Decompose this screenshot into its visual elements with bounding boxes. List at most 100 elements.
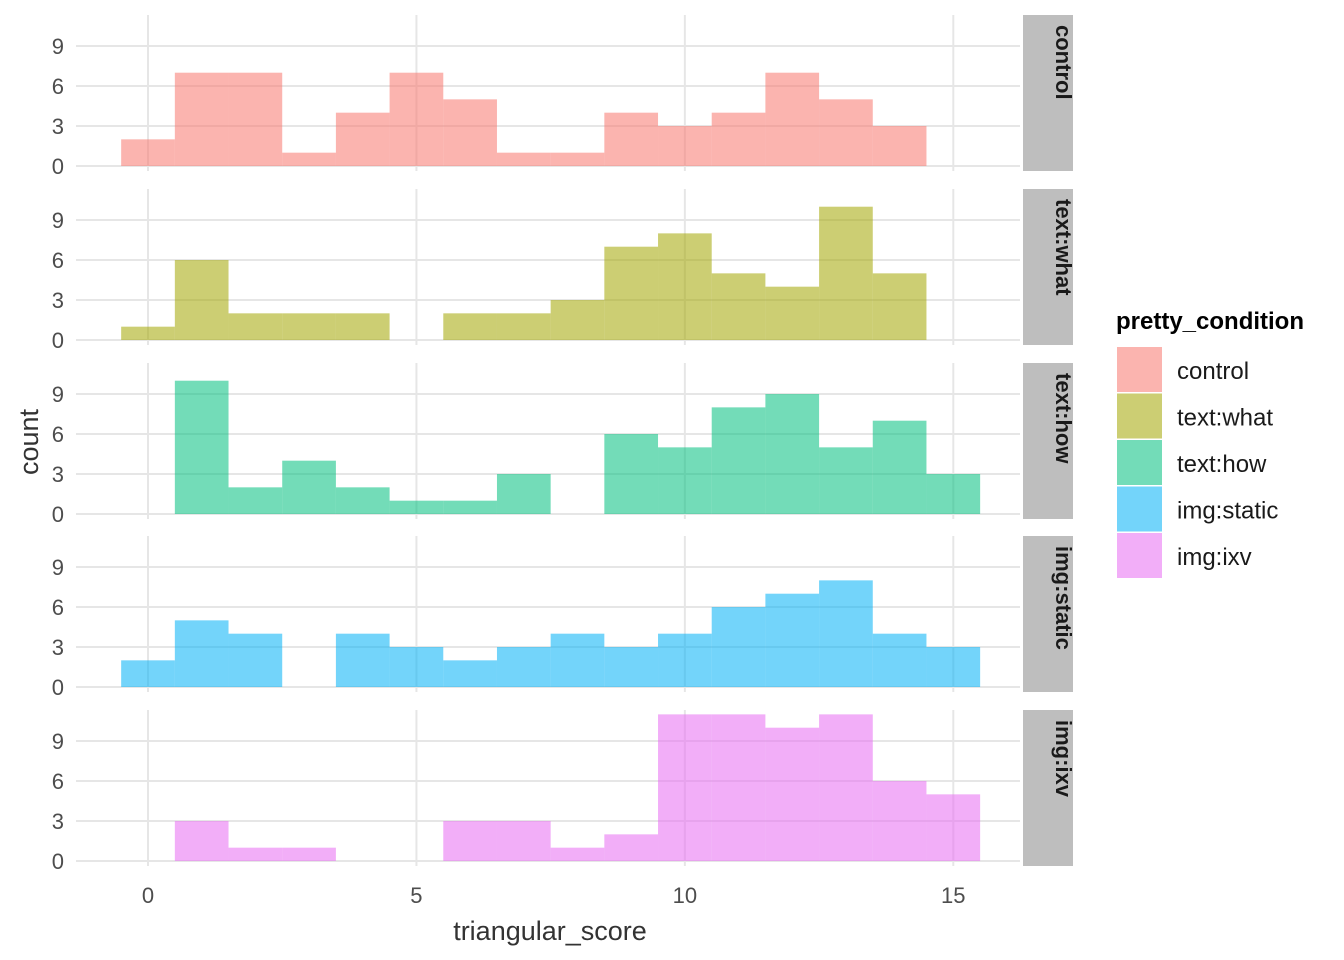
histogram-bar: [389, 647, 444, 687]
histogram-bar: [443, 500, 497, 514]
histogram-bar: [228, 72, 283, 166]
facet-strip-label: text:what: [1051, 199, 1076, 296]
histogram-bar: [550, 847, 605, 861]
histogram-bar: [174, 620, 229, 687]
histogram-bar: [604, 246, 659, 340]
histogram-bar: [872, 420, 927, 514]
histogram-bar: [228, 487, 283, 514]
y-tick-label: 3: [52, 288, 64, 313]
histogram-bar: [711, 407, 766, 514]
y-tick-label: 9: [52, 729, 64, 754]
x-axis-title: triangular_score: [453, 916, 647, 946]
y-tick-label: 3: [52, 462, 64, 487]
legend: pretty_condition control text:what text:ho…: [1116, 308, 1304, 578]
facet-strip: [1023, 15, 1073, 171]
legend-swatch: [1117, 393, 1162, 439]
histogram-bar: [282, 460, 336, 514]
y-tick-label: 6: [52, 769, 64, 794]
legend-swatch: [1117, 347, 1162, 392]
x-tick-label: 15: [941, 883, 965, 908]
histogram-bar: [228, 313, 283, 340]
histogram-bar: [604, 647, 659, 687]
y-tick-label: 3: [52, 635, 64, 660]
histogram-bar: [335, 112, 390, 166]
histogram-bar: [335, 487, 390, 514]
histogram-bar: [658, 447, 712, 514]
histogram-bar: [443, 99, 497, 166]
histogram-bar: [819, 206, 873, 340]
y-tick-label: 0: [52, 849, 64, 874]
facet-strip: [1023, 189, 1073, 345]
histogram-bar: [765, 286, 820, 340]
histogram-bar: [765, 72, 820, 166]
legend-label: control: [1177, 358, 1249, 385]
histogram-bar: [550, 633, 605, 687]
histogram-bar: [711, 714, 766, 861]
histogram-bar: [711, 112, 766, 166]
y-tick-label: 6: [52, 248, 64, 273]
y-tick-label: 0: [52, 502, 64, 527]
histogram-bar: [443, 660, 497, 687]
facet-panel: 0 3 6 9 control: [52, 15, 1076, 179]
x-tick-label: 10: [673, 883, 697, 908]
histogram-bar: [872, 273, 927, 340]
legend-title: pretty_condition: [1116, 308, 1304, 335]
facet-panels: 0 3 6 9 control 0 3 6 9 text:what 0 3 6 9 text:how 0 3 6 9…: [52, 15, 1076, 874]
facet-strip-label: img:ixv: [1051, 720, 1076, 798]
histogram-bar: [228, 633, 283, 687]
facet-strip: [1023, 710, 1073, 866]
histogram-bar: [282, 313, 336, 340]
histogram-bar: [658, 633, 712, 687]
histogram-bar: [443, 821, 497, 861]
histogram-bar: [711, 273, 766, 340]
histogram-bar: [604, 112, 659, 166]
facet-panel: 0 3 6 9 text:what: [52, 189, 1076, 353]
histogram-bar: [550, 300, 605, 340]
y-axis-title: count: [14, 408, 44, 475]
histogram-bar: [604, 434, 659, 514]
histogram-bar: [496, 313, 551, 340]
y-tick-label: 6: [52, 74, 64, 99]
y-tick-label: 3: [52, 809, 64, 834]
histogram-bar: [819, 714, 873, 861]
histogram-bar: [872, 126, 927, 166]
histogram-bar: [819, 447, 873, 514]
facet-strip-label: img:static: [1051, 546, 1076, 650]
histogram-bar: [121, 139, 175, 166]
histogram-bar: [174, 72, 229, 166]
facet-panel: 0 3 6 9 text:how: [52, 363, 1076, 527]
histogram-bar: [121, 660, 175, 687]
legend-label: img:static: [1177, 498, 1278, 525]
y-tick-label: 6: [52, 595, 64, 620]
y-tick-label: 9: [52, 382, 64, 407]
histogram-bar: [765, 727, 820, 861]
histogram-bar: [926, 474, 981, 514]
facet-strip-label: control: [1051, 25, 1076, 100]
histogram-bar: [926, 794, 981, 861]
histogram-bar: [496, 821, 551, 861]
histogram-bar: [335, 313, 390, 340]
y-tick-label: 0: [52, 154, 64, 179]
legend-label: img:ixv: [1177, 544, 1252, 571]
y-tick-label: 6: [52, 422, 64, 447]
histogram-bar: [389, 500, 444, 514]
histogram-bar: [765, 394, 820, 514]
x-tick-label: 5: [410, 883, 422, 908]
histogram-bar: [282, 152, 336, 166]
histogram-bar: [765, 593, 820, 687]
facet-strip-label: text:how: [1051, 373, 1076, 464]
histogram-bar: [443, 313, 497, 340]
facet-panel: 0 3 6 9 img:ixv: [52, 710, 1076, 874]
y-tick-label: 9: [52, 34, 64, 59]
histogram-bar: [496, 474, 551, 514]
y-tick-label: 3: [52, 114, 64, 139]
legend-swatch: [1117, 533, 1162, 578]
histogram-bar: [121, 326, 175, 340]
histogram-bar: [872, 781, 927, 861]
histogram-bar: [174, 260, 229, 340]
histogram-bar: [872, 633, 927, 687]
histogram-bar: [174, 380, 229, 514]
histogram-bar: [496, 647, 551, 687]
histogram-bar: [335, 633, 390, 687]
